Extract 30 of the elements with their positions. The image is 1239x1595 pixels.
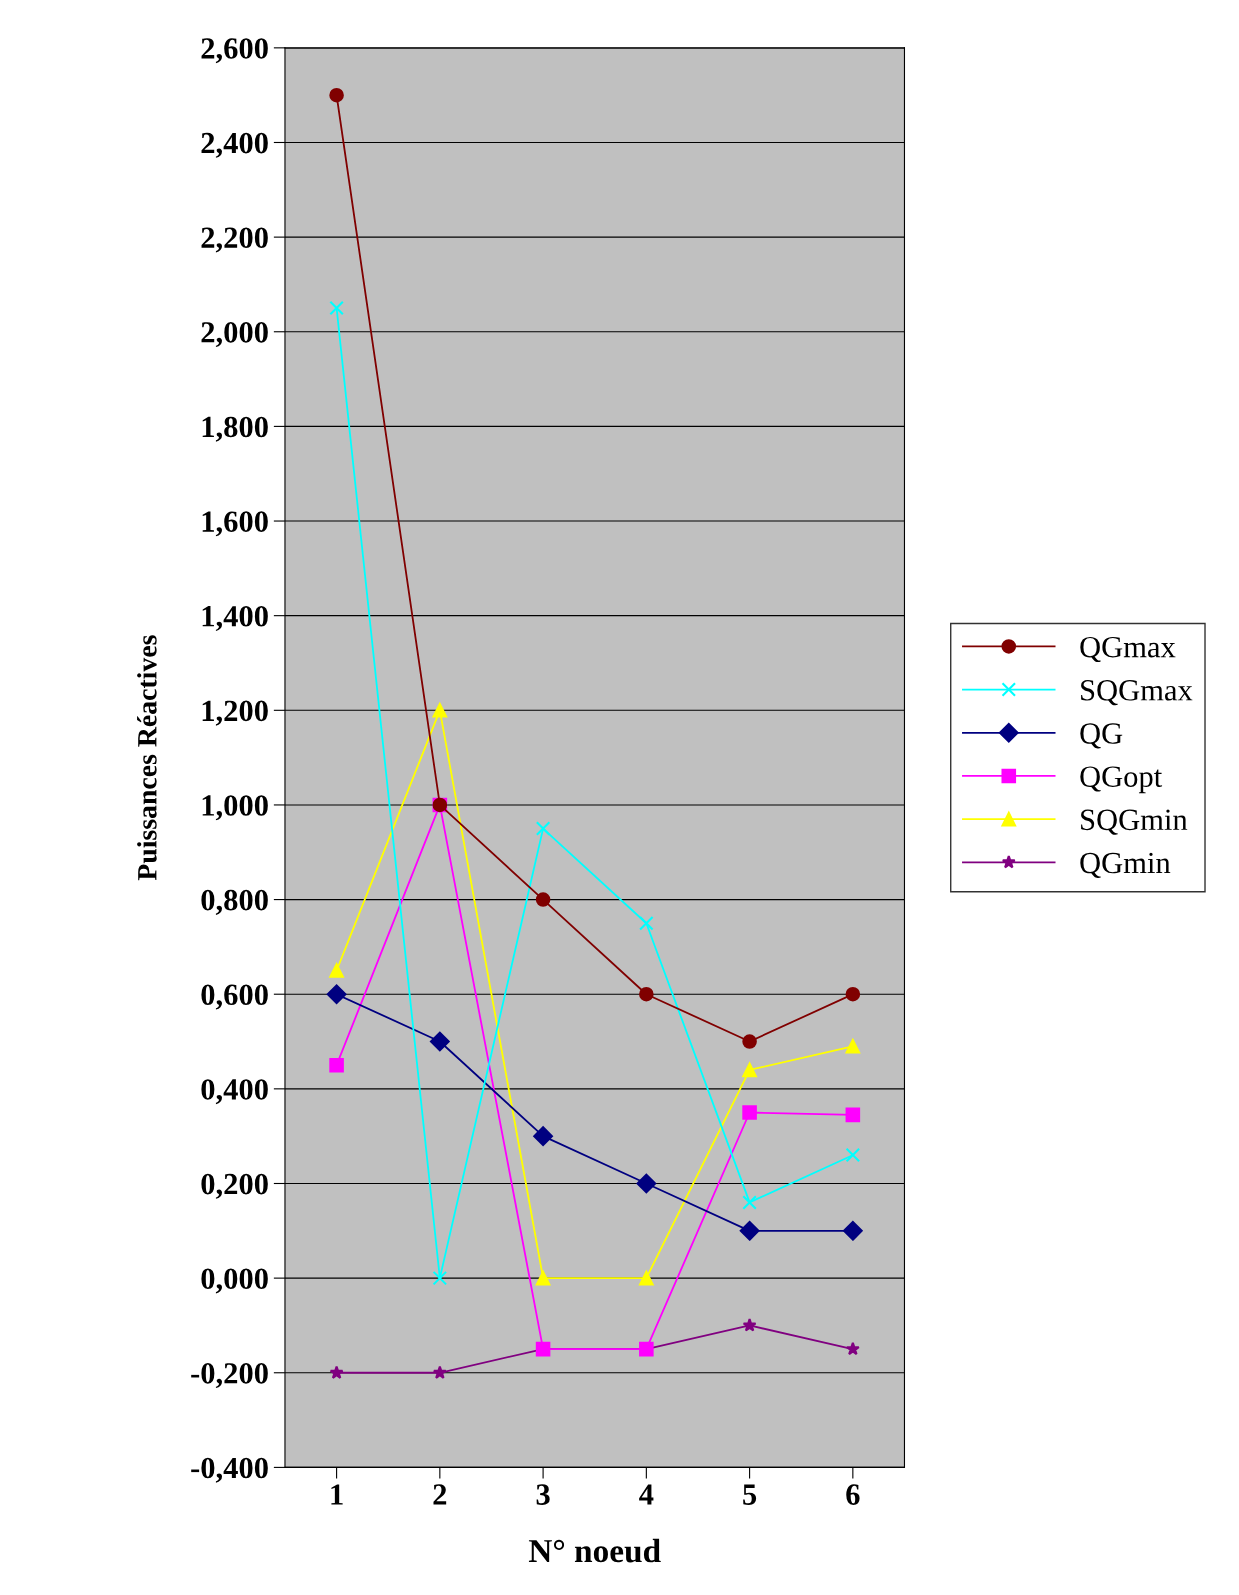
y-tick-label: 1,200 — [202, 700, 268, 726]
y-tick-label: 0,800 — [201, 889, 268, 915]
y-tick-label: -0,400 — [191, 1457, 268, 1483]
y-tick-label: 1,800 — [202, 416, 268, 442]
y-tick-label: 1,400 — [202, 605, 268, 631]
y-tick-label: 0,200 — [201, 1173, 268, 1199]
legend-label: QG — [1080, 723, 1123, 749]
legend-label: SQGmax — [1081, 680, 1193, 706]
y-tick-label: 2,200 — [201, 227, 268, 253]
x-tick-label: 4 — [639, 1484, 654, 1505]
legend-label: QGopt — [1080, 766, 1163, 794]
x-axis-title: N° noeud — [528, 1538, 661, 1563]
y-tick-label: 2,400 — [201, 132, 268, 158]
y-tick-label: 0,000 — [201, 1268, 268, 1294]
x-tick-label: 1 — [331, 1484, 343, 1505]
y-tick-label: -0,200 — [191, 1363, 268, 1389]
y-tick-label: 1,000 — [202, 795, 268, 821]
x-tick-label: 2 — [433, 1484, 447, 1505]
y-tick-label: 2,600 — [201, 38, 268, 64]
legend-label: SQGmin — [1081, 809, 1188, 835]
y-tick-label: 0,600 — [201, 984, 268, 1010]
legend-label: QGmax — [1080, 636, 1176, 663]
x-tick-label: 6 — [846, 1484, 860, 1505]
legend-label: QGmin — [1080, 852, 1171, 878]
y-tick-label: 0,400 — [201, 1079, 268, 1105]
x-tick-label: 5 — [743, 1484, 757, 1505]
x-tick-label: 3 — [536, 1484, 550, 1505]
y-axis-title: Puissances Réactives — [137, 635, 157, 881]
y-tick-label: 1,600 — [202, 511, 268, 537]
y-tick-label: 2,000 — [201, 322, 268, 348]
